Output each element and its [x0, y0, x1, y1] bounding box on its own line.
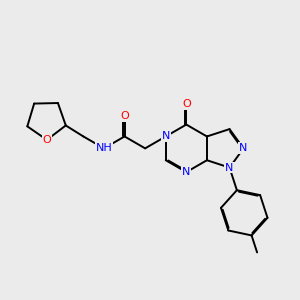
Text: NH: NH — [96, 143, 112, 153]
Text: N: N — [182, 167, 190, 177]
Text: O: O — [120, 111, 129, 121]
Text: O: O — [43, 135, 51, 145]
Text: O: O — [182, 99, 191, 110]
Text: N: N — [161, 131, 170, 142]
Text: N: N — [239, 143, 248, 153]
Text: N: N — [225, 163, 234, 172]
